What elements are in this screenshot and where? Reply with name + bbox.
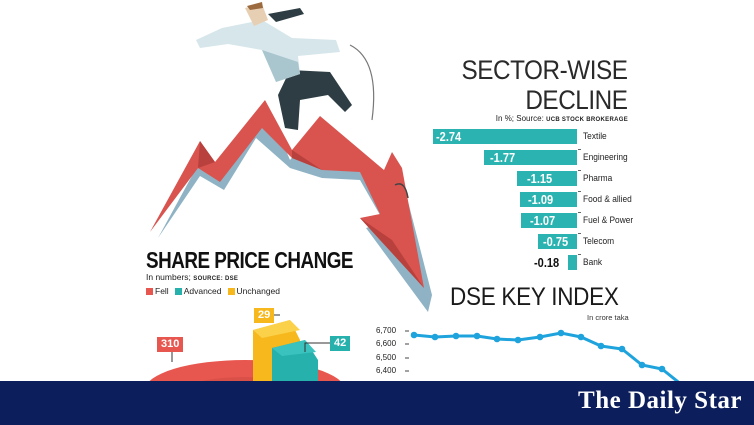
y-tick-6600: 6,600	[376, 339, 397, 348]
y-tick-6500: 6,500	[376, 353, 397, 362]
legend-item-advanced: Advanced	[174, 286, 222, 296]
sector-chart-title: SECTOR-WISE DECLINE	[461, 55, 629, 115]
fell-count-badge: 310	[157, 337, 184, 352]
dse-chart-title: DSE KEY INDEX	[450, 283, 619, 311]
y-tick-6400: 6,400	[376, 366, 397, 375]
man-body	[196, 20, 340, 82]
bar-pharma	[517, 171, 577, 186]
share-chart-source: In numbers; SOURCE: DSE	[146, 272, 239, 282]
unchanged-count-badge: 29	[254, 308, 275, 323]
share-chart-title: SHARE PRICE CHANGE	[146, 247, 354, 273]
y-tick-6700: 6,700	[376, 326, 397, 335]
legend-item-unchanged: Unchanged	[227, 286, 280, 296]
man-legs	[278, 70, 352, 130]
dse-chart-subtitle: In crore taka	[587, 313, 629, 322]
legend-item-fell: Fell	[146, 286, 169, 296]
bar-engineering	[484, 150, 577, 165]
daily-star-logo: The Daily Star	[578, 387, 742, 414]
arrow-shadow	[158, 108, 432, 312]
bar-bank	[568, 255, 577, 270]
brand-banner: The Daily Star	[0, 381, 754, 425]
red-arrow	[150, 100, 424, 288]
share-chart-legend: Fell Advanced Unchanged	[146, 286, 280, 296]
sector-chart-source: In %; Source: UCB STOCK BROKERAGE	[495, 114, 628, 123]
advanced-count-badge: 42	[330, 336, 351, 351]
dse-line-chart	[405, 329, 683, 387]
bar-food	[520, 192, 577, 207]
bar-fuel	[521, 213, 577, 228]
bar-textile	[433, 129, 577, 144]
bar-telecom	[538, 234, 577, 249]
